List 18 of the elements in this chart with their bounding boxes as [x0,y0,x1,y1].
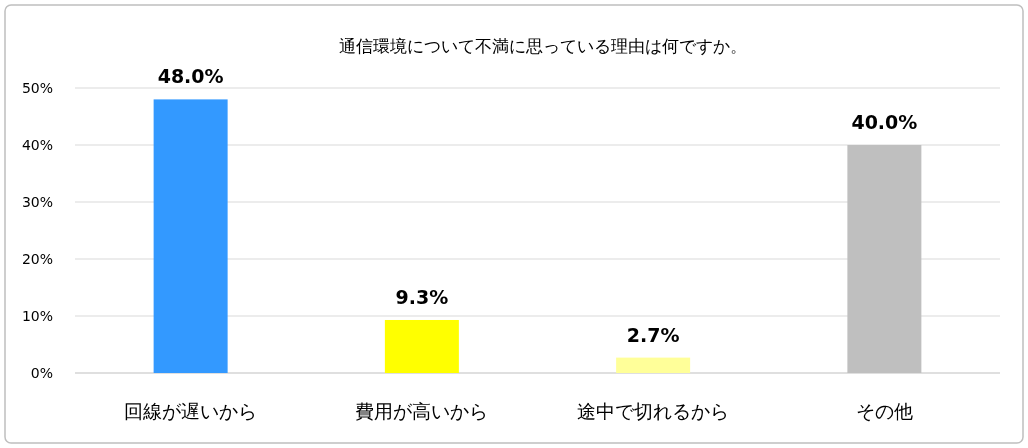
data-label: 40.0% [851,111,918,133]
data-label: 9.3% [395,285,449,308]
x-tick-label: 回線が遅いから [124,400,258,422]
y-tick-label: 10% [21,308,53,324]
x-tick-label: その他 [855,400,913,422]
bar [384,319,459,373]
y-tick-label: 30% [21,194,53,210]
y-tick-label: 20% [21,251,53,267]
y-tick-label: 50% [21,80,53,96]
data-label: 2.7% [626,323,680,346]
x-tick-label: 費用が高いから [355,400,489,422]
bar [616,357,691,373]
data-label: 48.0% [157,65,224,88]
y-tick-label: 40% [21,137,53,153]
x-tick-label: 途中で切れるから [577,400,730,422]
bar [153,99,228,373]
chart-title: 通信環境について不満に思っている理由は何ですか。 [338,36,747,56]
y-tick-label: 0% [30,365,53,381]
